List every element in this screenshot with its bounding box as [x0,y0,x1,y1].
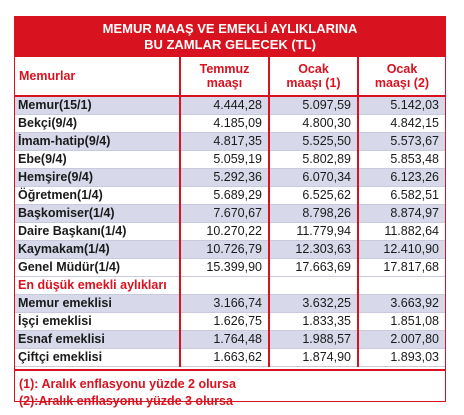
row-temmuz: 5.292,36 [180,168,270,187]
row-ocak-1: 8.798,26 [269,204,359,223]
header-ocak-1-line2: maaşı (1) [286,76,341,90]
row-temmuz: 4.444,28 [180,96,270,115]
section-label: En düşük emekli aylıkları [15,276,181,295]
row-ocak-2: 3.663,92 [358,294,445,313]
row-temmuz: 10.270,22 [180,222,270,241]
section-empty-cell [269,276,359,295]
header-temmuz: Temmuz maaşı [180,57,270,97]
row-temmuz: 3.166,74 [180,294,270,313]
table-banner: MEMUR MAAŞ VE EMEKLİ AYLIKLARINA BU ZAML… [15,17,445,57]
row-name: Genel Müdür(1/4) [15,258,181,277]
footnote-1: (1): Aralık enflasyonu yüzde 2 olursa [19,377,236,391]
row-ocak-2: 8.874,97 [358,204,445,223]
pension-row: Memur emeklisi 3.166,74 3.632,25 3.663,9… [15,294,445,313]
row-ocak-1: 11.779,94 [269,222,359,241]
row-temmuz: 4.817,35 [180,132,270,151]
row-ocak-2: 2.007,80 [358,330,445,349]
header-temmuz-line2: maaşı [206,76,243,90]
row-ocak-2: 1.851,08 [358,312,445,331]
row-temmuz: 1.764,48 [180,330,270,349]
row-temmuz: 15.399,90 [180,258,270,277]
row-temmuz: 5.059,19 [180,150,270,169]
row-ocak-1: 4.800,30 [269,114,359,133]
header-ocak-2: Ocak maaşı (2) [358,57,445,97]
row-temmuz: 1.663,62 [180,348,270,367]
row-name: Memur emeklisi [15,294,181,313]
table-row: Ebe(9/4) 5.059,19 5.802,89 5.853,48 [15,150,445,169]
row-ocak-2: 17.817,68 [358,258,445,277]
row-ocak-2: 1.893,03 [358,348,445,367]
banner-title-line1: MEMUR MAAŞ VE EMEKLİ AYLIKLARINA [102,21,358,36]
row-name: Başkomiser(1/4) [15,204,181,223]
row-ocak-1: 6.070,34 [269,168,359,187]
header-ocak-2-line1: Ocak [386,62,418,76]
pension-row: İşçi emeklisi 1.626,75 1.833,35 1.851,08 [15,312,445,331]
table-row: Hemşire(9/4) 5.292,36 6.070,34 6.123,26 [15,168,445,187]
header-temmuz-line1: Temmuz [199,62,250,76]
row-temmuz: 10.726,79 [180,240,270,259]
row-ocak-2: 12.410,90 [358,240,445,259]
section-empty-cell [180,276,270,295]
row-ocak-1: 5.802,89 [269,150,359,169]
footnote-2: (2):Aralık enflasyonu yüzde 3 olursa [19,394,233,408]
row-ocak-2: 6.123,26 [358,168,445,187]
row-name: Bekçi(9/4) [15,114,181,133]
row-name: Ebe(9/4) [15,150,181,169]
row-ocak-2: 5.573,67 [358,132,445,151]
row-ocak-1: 1.874,90 [269,348,359,367]
table-row: İmam-hatip(9/4) 4.817,35 5.525,50 5.573,… [15,132,445,151]
row-ocak-2: 5.142,03 [358,96,445,115]
section-row: En düşük emekli aylıkları [15,276,445,295]
row-ocak-1: 17.663,69 [269,258,359,277]
row-name: Kaymakam(1/4) [15,240,181,259]
row-ocak-2: 6.582,51 [358,186,445,205]
row-ocak-1: 1.833,35 [269,312,359,331]
pension-row: Esnaf emeklisi 1.764,48 1.988,57 2.007,8… [15,330,445,349]
table-row: Öğretmen(1/4) 5.689,29 6.525,62 6.582,51 [15,186,445,205]
header-ocak-2-line2: maaşı (2) [374,76,430,90]
table-row: Genel Müdür(1/4) 15.399,90 17.663,69 17.… [15,258,445,277]
row-ocak-1: 1.988,57 [269,330,359,349]
row-name: Öğretmen(1/4) [15,186,181,205]
banner-title-line2: BU ZAMLAR GELECEK (TL) [144,37,316,52]
row-temmuz: 5.689,29 [180,186,270,205]
pension-row: Çiftçi emeklisi 1.663,62 1.874,90 1.893,… [15,348,445,367]
table-row: Memur(15/1) 4.444,28 5.097,59 5.142,03 [15,96,445,115]
row-name: Hemşire(9/4) [15,168,181,187]
salary-table: Memurlar Temmuz maaşı Ocak maaşı (1) Oca… [15,57,445,367]
row-name: Memur(15/1) [15,96,181,115]
row-ocak-1: 5.097,59 [269,96,359,115]
row-temmuz: 1.626,75 [180,312,270,331]
row-ocak-2: 11.882,64 [358,222,445,241]
row-name: İmam-hatip(9/4) [15,132,181,151]
row-ocak-2: 4.842,15 [358,114,445,133]
row-temmuz: 4.185,09 [180,114,270,133]
table-row: Kaymakam(1/4) 10.726,79 12.303,63 12.410… [15,240,445,259]
header-memurlar: Memurlar [15,57,181,97]
row-ocak-2: 5.853,48 [358,150,445,169]
row-ocak-1: 5.525,50 [269,132,359,151]
salary-table-card: MEMUR MAAŞ VE EMEKLİ AYLIKLARINA BU ZAML… [14,16,446,408]
header-ocak-1-line1: Ocak [298,62,329,76]
row-ocak-1: 12.303,63 [269,240,359,259]
header-ocak-1: Ocak maaşı (1) [269,57,359,97]
row-name: Daire Başkanı(1/4) [15,222,181,241]
row-name: Esnaf emeklisi [15,330,181,349]
row-ocak-1: 3.632,25 [269,294,359,313]
table-row: Başkomiser(1/4) 7.670,67 8.798,26 8.874,… [15,204,445,223]
row-temmuz: 7.670,67 [180,204,270,223]
table-row: Bekçi(9/4) 4.185,09 4.800,30 4.842,15 [15,114,445,133]
table-header-row: Memurlar Temmuz maaşı Ocak maaşı (1) Oca… [15,57,445,97]
row-ocak-1: 6.525,62 [269,186,359,205]
table-row: Daire Başkanı(1/4) 10.270,22 11.779,94 1… [15,222,445,241]
section-empty-cell [358,276,445,295]
footnotes: (1): Aralık enflasyonu yüzde 2 olursa (2… [15,369,445,415]
row-name: Çiftçi emeklisi [15,348,181,367]
row-name: İşçi emeklisi [15,312,181,331]
